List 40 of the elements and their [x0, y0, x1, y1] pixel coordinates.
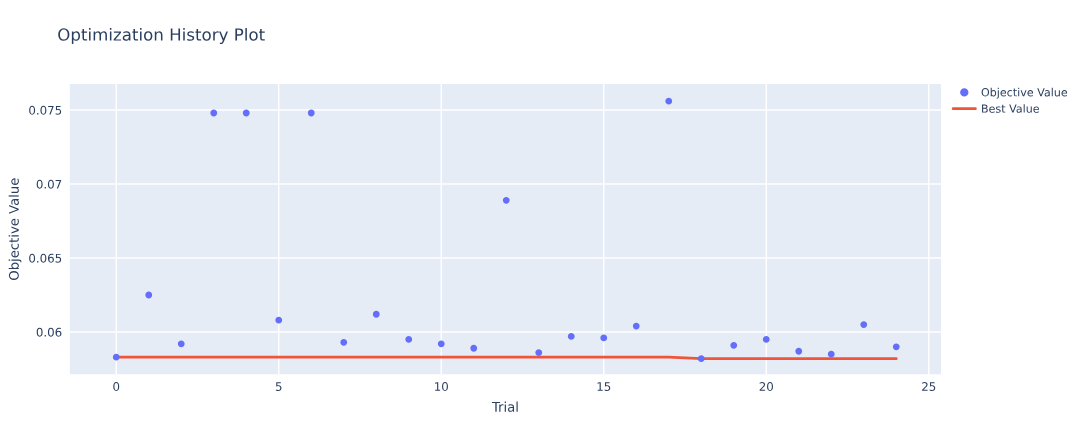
point — [405, 335, 413, 343]
point — [567, 333, 575, 340]
point — [437, 340, 445, 348]
point — [892, 343, 900, 351]
point — [632, 322, 640, 330]
point — [210, 109, 218, 117]
point — [145, 291, 153, 299]
point — [730, 341, 738, 349]
point — [697, 355, 705, 363]
point — [827, 350, 835, 358]
y-tick-label: 0.06 — [36, 327, 62, 337]
x-tick-label: 5 — [275, 382, 282, 391]
x-tick-label: 10 — [435, 382, 448, 391]
legend-label: Best Value — [982, 104, 1040, 113]
y-axis-title: Objective Value — [8, 178, 22, 280]
point — [372, 310, 380, 318]
y-tick-label: 0.07 — [36, 179, 62, 189]
point — [307, 109, 315, 117]
point — [665, 97, 673, 105]
point — [795, 347, 803, 355]
chart-title: Optimization History Plot — [58, 27, 265, 45]
y-tick-label: 0.075 — [29, 105, 62, 115]
point — [535, 349, 543, 357]
point — [860, 321, 868, 328]
point — [242, 109, 250, 117]
x-tick-label: 0 — [113, 382, 120, 391]
y-tick-label: 0.065 — [29, 253, 62, 263]
point — [340, 338, 348, 346]
point — [275, 316, 283, 324]
legend-label: Objective Value — [981, 87, 1068, 99]
x-tick-label: 25 — [922, 382, 936, 391]
point — [762, 335, 770, 343]
x-axis-title: Trial — [491, 401, 518, 412]
point — [502, 196, 510, 204]
point — [470, 344, 478, 352]
point — [112, 353, 120, 361]
x-tick-label: 20 — [759, 382, 773, 391]
x-tick-label: 15 — [597, 382, 611, 391]
point — [600, 334, 608, 342]
point — [177, 340, 185, 348]
